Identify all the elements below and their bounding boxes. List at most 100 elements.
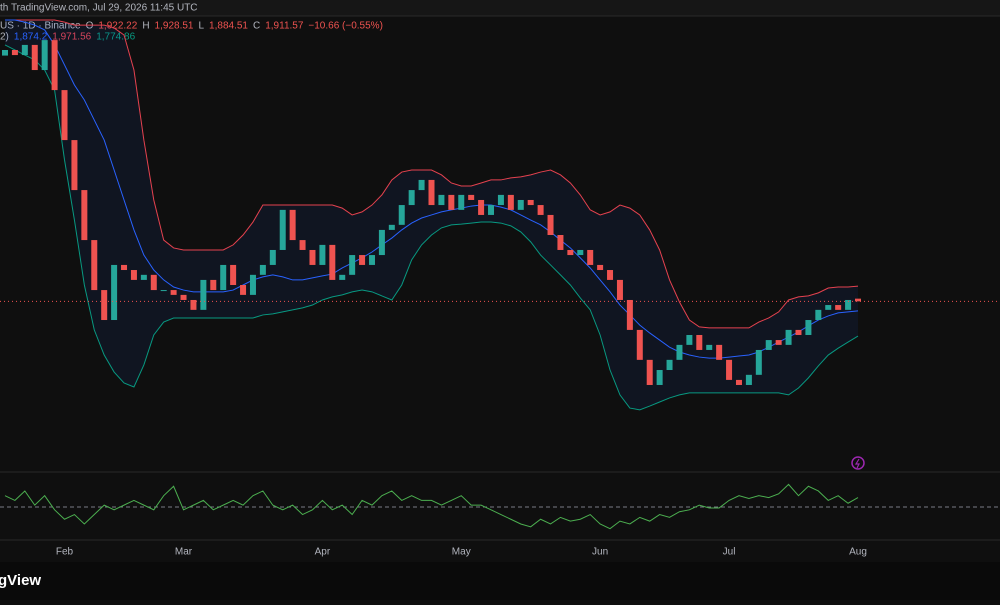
candle [31, 44, 38, 71]
alert-icon[interactable] [851, 456, 865, 470]
candle [666, 359, 673, 371]
candle [468, 194, 475, 200]
band-middle [5, 19, 859, 359]
legend-text: 1,884.51 [209, 21, 248, 32]
candle [299, 240, 306, 250]
candle [71, 140, 78, 191]
candle [577, 249, 584, 256]
x-tick-label: May [452, 547, 471, 558]
candle [557, 234, 564, 250]
candle [259, 264, 266, 275]
candle [795, 329, 802, 335]
candle [696, 334, 703, 350]
legend-text: H [142, 21, 149, 32]
alert-bolt [854, 458, 860, 469]
candle [587, 249, 594, 265]
candle [438, 194, 445, 206]
candle [160, 290, 167, 292]
candle [706, 344, 713, 350]
candle [408, 190, 415, 206]
x-tick-label: Mar [175, 547, 193, 558]
candle [150, 274, 157, 291]
candle [41, 40, 48, 71]
candle [2, 49, 8, 56]
x-tick-label: Jul [723, 547, 736, 558]
x-tick-label: Aug [849, 547, 867, 558]
candle [765, 340, 772, 350]
candle [279, 209, 286, 250]
candle [249, 274, 256, 295]
candle [656, 370, 663, 385]
legend-text: 1,874.2 [14, 32, 48, 43]
legend-text: L [198, 21, 204, 32]
legend-text: 1,911.57 [265, 21, 304, 32]
candle [686, 334, 693, 345]
candle [329, 244, 336, 280]
candle [190, 299, 197, 310]
candle [81, 190, 88, 241]
candle [636, 329, 643, 360]
candle [726, 359, 733, 380]
candle [845, 299, 852, 310]
candle [517, 199, 524, 210]
legend-text: 1,774.86 [96, 32, 135, 43]
legend-text: US · 1D · Binance [0, 21, 81, 32]
candle [51, 40, 58, 91]
candle [210, 279, 217, 291]
candle [309, 249, 316, 265]
candle [458, 194, 465, 210]
candle [91, 240, 98, 291]
candle [825, 305, 832, 310]
candle [61, 90, 68, 141]
legend-text: O [86, 21, 94, 32]
candle [101, 290, 108, 321]
candle [140, 274, 147, 280]
candle [626, 299, 633, 330]
candle [230, 264, 237, 285]
candle [240, 284, 247, 295]
candle [815, 309, 822, 321]
candle [289, 209, 296, 241]
candle [745, 374, 752, 385]
candle [507, 194, 514, 210]
legend-text: 2) [0, 32, 9, 43]
candle [349, 255, 356, 275]
candle [607, 270, 614, 280]
candle [616, 279, 623, 300]
candle [805, 320, 812, 335]
candle [368, 255, 375, 265]
bb-row: 2) 1,874.2 1,971.56 1,774.86 [0, 32, 136, 43]
candle [200, 279, 207, 310]
legend-text: 1,922.22 [98, 21, 137, 32]
candle [597, 264, 604, 271]
candle [11, 49, 18, 56]
published: th TradingView.com, Jul 29, 2026 11:45 U… [0, 3, 198, 14]
candle [359, 255, 366, 265]
band-upper [5, 19, 859, 329]
candle [646, 359, 653, 385]
candle [488, 205, 495, 215]
candle [527, 199, 534, 206]
candle [448, 194, 455, 210]
candle [220, 264, 227, 291]
candle [121, 264, 128, 271]
legend-text: 1,928.51 [155, 21, 194, 32]
bottom-bar [0, 562, 1000, 600]
legend-row: US · 1D · Binance O 1,922.22 H 1,928.51 L 1,88… [0, 21, 383, 32]
candle [755, 349, 762, 375]
x-tick-label: Apr [315, 547, 331, 558]
candle [180, 294, 187, 300]
candle [339, 274, 346, 280]
candle [567, 249, 574, 256]
x-tick-label: Feb [56, 547, 74, 558]
legend-text: C [253, 21, 260, 32]
candle [269, 249, 276, 265]
candle [478, 199, 485, 215]
candle [378, 229, 385, 256]
candle [735, 379, 742, 385]
candle [835, 305, 842, 310]
candle [111, 264, 118, 321]
candle [398, 205, 405, 225]
